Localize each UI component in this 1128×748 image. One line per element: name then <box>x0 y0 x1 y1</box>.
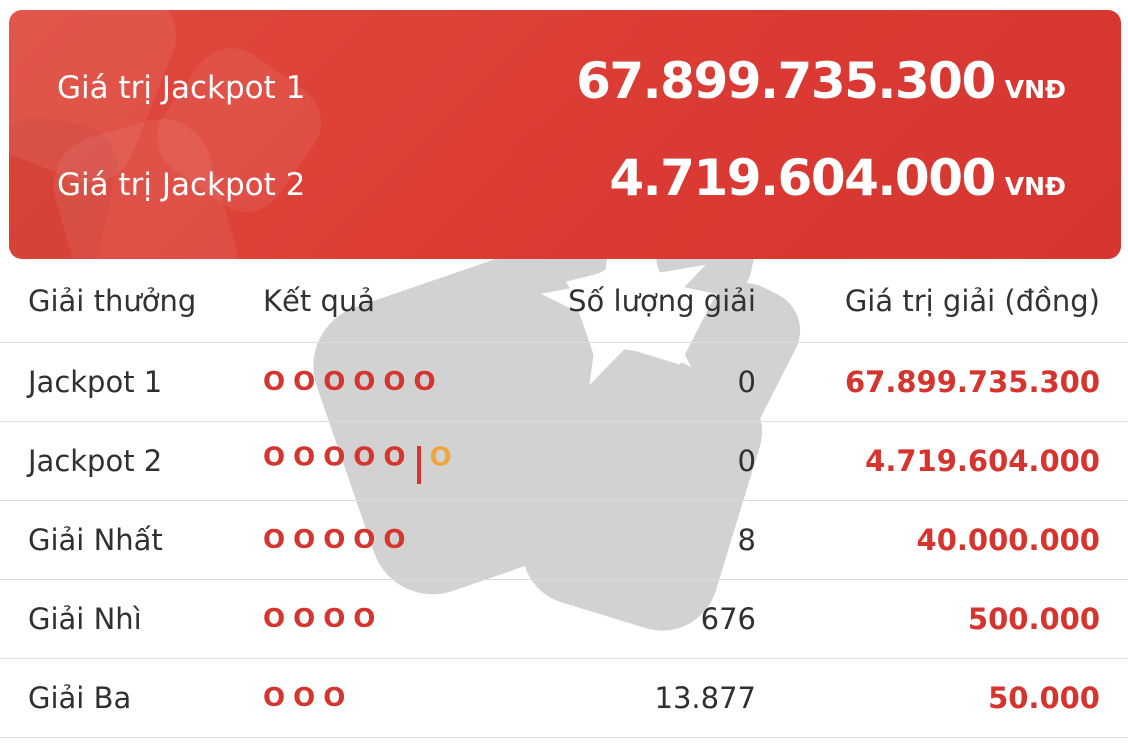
table-row-giai-nhi: Giải Nhì OOOO 676 500.000 <box>0 580 1128 659</box>
prize-value: 67.899.735.300 <box>844 365 1100 399</box>
header-result: Kết quả <box>263 283 376 318</box>
prize-name: Giải Nhì <box>28 602 142 636</box>
prize-value: 50.000 <box>988 681 1100 715</box>
jackpot2-currency: VNĐ <box>1004 172 1066 201</box>
jackpot2-amount: 4.719.604.000 <box>609 149 996 207</box>
winner-count: 13.877 <box>654 681 756 715</box>
result-hidden-numbers: OOOOO <box>263 442 414 473</box>
jackpot1-amount: 67.899.735.300 <box>576 52 996 110</box>
table-header-row: Giải thưởng Kết quả Số lượng giải Giá tr… <box>0 259 1128 343</box>
table-row-jackpot1: Jackpot 1 OOOOOO 0 67.899.735.300 <box>0 343 1128 422</box>
result-hidden-numbers: OOO <box>263 683 354 713</box>
prize-value: 4.719.604.000 <box>865 444 1100 478</box>
prize-name: Giải Nhất <box>28 523 163 557</box>
winner-count: 0 <box>737 365 756 399</box>
header-count: Số lượng giải <box>568 283 756 318</box>
jackpot2-label: Giá trị Jackpot 2 <box>57 167 306 203</box>
result-separator-bar <box>416 446 421 484</box>
jackpot1-row: Giá trị Jackpot 1 67.899.735.300 VNĐ <box>57 50 1066 112</box>
prize-name: Giải Ba <box>28 681 132 715</box>
flower-petal-pattern-icon <box>9 10 321 259</box>
jackpot1-label: Giá trị Jackpot 1 <box>57 70 306 106</box>
prize-name: Jackpot 2 <box>28 444 163 478</box>
result-bonus-number: O <box>429 442 452 473</box>
jackpot2-row: Giá trị Jackpot 2 4.719.604.000 VNĐ <box>57 147 1066 209</box>
winner-count: 8 <box>737 523 756 557</box>
table-row-giai-nhat: Giải Nhất OOOOO 8 40.000.000 <box>0 501 1128 580</box>
result-hidden-numbers: OOOOO <box>263 525 414 555</box>
result-balls: OOOOO <box>233 525 523 555</box>
header-prize: Giải thưởng <box>28 283 197 318</box>
result-balls: OOOO <box>233 604 523 634</box>
winner-count: 676 <box>700 602 756 636</box>
table-row-giai-ba: Giải Ba OOO 13.877 50.000 <box>0 659 1128 738</box>
result-hidden-numbers: OOOO <box>263 604 384 634</box>
table-row-jackpot2: Jackpot 2 OOOOO O 0 4.719.604.000 <box>0 422 1128 501</box>
jackpot1-currency: VNĐ <box>1004 75 1066 104</box>
jackpot-banner: Giá trị Jackpot 1 67.899.735.300 VNĐ Giá… <box>9 10 1121 259</box>
winner-count: 0 <box>737 444 756 478</box>
prize-results-table: Giải thưởng Kết quả Số lượng giải Giá tr… <box>0 259 1128 738</box>
header-value: Giá trị giải (đồng) <box>844 283 1100 318</box>
result-balls: OOO <box>233 683 523 713</box>
prize-value: 40.000.000 <box>916 523 1100 557</box>
prize-name: Jackpot 1 <box>28 365 163 399</box>
result-balls: OOOOOO <box>233 367 523 397</box>
result-hidden-numbers: OOOOOO <box>263 367 444 397</box>
prize-value: 500.000 <box>967 602 1100 636</box>
